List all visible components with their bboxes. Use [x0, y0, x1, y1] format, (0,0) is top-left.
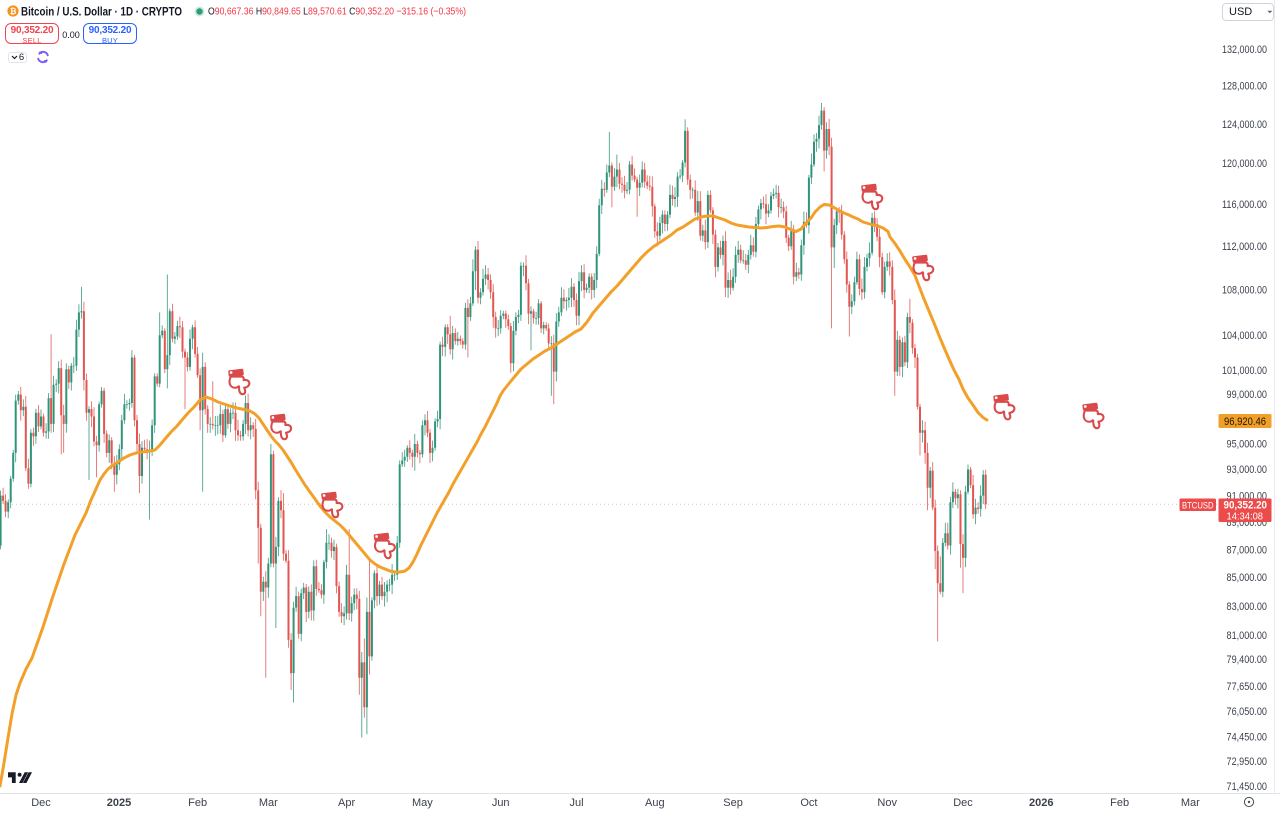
svg-text:Jul: Jul	[569, 797, 583, 809]
svg-text:93,000.00: 93,000.00	[1227, 464, 1268, 476]
svg-text:2025: 2025	[107, 797, 131, 809]
svg-text:BTCUSD: BTCUSD	[1182, 500, 1214, 511]
svg-text:Sep: Sep	[723, 797, 743, 809]
svg-text:Aug: Aug	[645, 797, 665, 809]
svg-text:O90,667.36 H90,849.65 L89,570.: O90,667.36 H90,849.65 L89,570.61 C90,352…	[208, 6, 466, 18]
svg-text:₿: ₿	[9, 7, 16, 16]
svg-text:128,000.00: 128,000.00	[1222, 81, 1267, 93]
svg-text:96,920.46: 96,920.46	[1224, 416, 1266, 428]
svg-text:Oct: Oct	[800, 797, 817, 809]
svg-text:108,000.00: 108,000.00	[1222, 285, 1267, 297]
svg-text:Bitcoin / U.S. Dollar · 1D · C: Bitcoin / U.S. Dollar · 1D · CRYPTO	[21, 5, 182, 19]
svg-text:74,450.00: 74,450.00	[1227, 731, 1268, 743]
svg-text:Dec: Dec	[31, 797, 51, 809]
svg-text:95,000.00: 95,000.00	[1227, 439, 1268, 451]
svg-text:104,000.00: 104,000.00	[1222, 330, 1267, 342]
svg-text:77,650.00: 77,650.00	[1227, 681, 1268, 693]
svg-text:132,000.00: 132,000.00	[1222, 44, 1267, 56]
svg-text:71,450.00: 71,450.00	[1227, 781, 1268, 793]
svg-text:85,000.00: 85,000.00	[1227, 572, 1268, 584]
svg-text:72,950.00: 72,950.00	[1227, 756, 1268, 768]
svg-text:90,352.20: 90,352.20	[1224, 500, 1268, 512]
svg-text:81,000.00: 81,000.00	[1227, 630, 1268, 642]
svg-text:124,000.00: 124,000.00	[1222, 119, 1267, 131]
svg-text:Apr: Apr	[338, 797, 355, 809]
svg-text:112,000.00: 112,000.00	[1222, 241, 1267, 253]
svg-text:Mar: Mar	[259, 797, 278, 809]
svg-text:14:34:08: 14:34:08	[1227, 510, 1264, 522]
svg-text:Feb: Feb	[188, 797, 207, 809]
svg-text:Jun: Jun	[492, 797, 510, 809]
svg-text:87,000.00: 87,000.00	[1227, 544, 1268, 556]
svg-text:83,000.00: 83,000.00	[1227, 601, 1268, 613]
svg-text:79,400.00: 79,400.00	[1227, 654, 1268, 666]
svg-text:Dec: Dec	[953, 797, 973, 809]
svg-text:76,050.00: 76,050.00	[1227, 706, 1268, 718]
svg-text:2026: 2026	[1029, 797, 1053, 809]
svg-text:Mar: Mar	[1181, 797, 1200, 809]
svg-text:116,000.00: 116,000.00	[1222, 199, 1267, 211]
svg-text:99,000.00: 99,000.00	[1227, 389, 1268, 401]
svg-text:101,000.00: 101,000.00	[1222, 365, 1267, 377]
svg-text:120,000.00: 120,000.00	[1222, 158, 1267, 170]
svg-text:Nov: Nov	[877, 797, 897, 809]
svg-text:May: May	[412, 797, 433, 809]
svg-text:Feb: Feb	[1110, 797, 1129, 809]
